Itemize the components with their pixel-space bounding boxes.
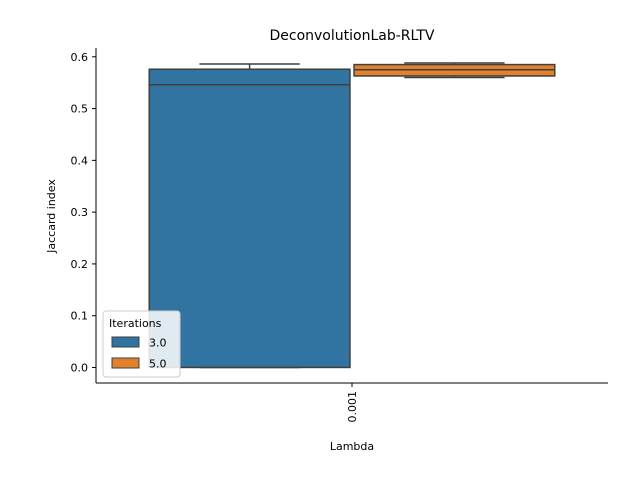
y-tick-label: 0.1: [71, 310, 89, 323]
chart-title: DeconvolutionLab-RLTV: [269, 28, 434, 44]
y-tick-label: 0.5: [71, 103, 89, 116]
box-body: [148, 68, 351, 369]
x-axis-label: Lambda: [330, 440, 374, 453]
box-series-5.0: [353, 62, 556, 79]
y-tick-label: 0.2: [71, 258, 89, 271]
legend-swatch: [111, 357, 140, 369]
x-axis-ticks: 0.001: [346, 383, 359, 423]
y-tick-label: 0.4: [71, 154, 89, 167]
legend-label: 3.0: [149, 337, 167, 350]
legend-title: Iterations: [109, 317, 162, 330]
y-axis-ticks: 0.0 0.1 0.2 0.3 0.4 0.5 0.6: [71, 51, 96, 374]
legend-swatch: [111, 336, 140, 348]
plot-area: [148, 62, 556, 369]
y-axis-label: Jaccard index: [45, 179, 58, 254]
x-tick-label: 0.001: [346, 391, 359, 423]
box-series-3.0: [148, 63, 351, 369]
legend: Iterations 3.0 5.0: [102, 310, 181, 378]
legend-entries: 3.0 5.0: [111, 336, 167, 371]
y-tick-label: 0.3: [71, 206, 89, 219]
y-tick-label: 0.6: [71, 51, 89, 64]
legend-label: 5.0: [149, 358, 167, 371]
y-tick-label: 0.0: [71, 361, 89, 374]
